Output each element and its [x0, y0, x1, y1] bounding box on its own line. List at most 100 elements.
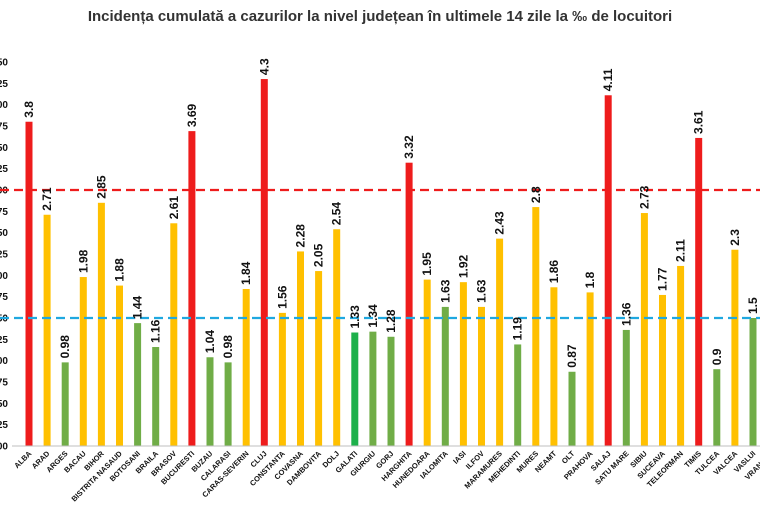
data-label: 1.44 [131, 295, 145, 319]
bar [532, 207, 540, 446]
data-label: 1.95 [420, 252, 434, 276]
data-label: 1.63 [438, 279, 452, 303]
bar [170, 223, 178, 446]
data-label: 3.61 [692, 110, 706, 134]
bar [61, 362, 69, 446]
bar [278, 312, 286, 446]
data-label: 4.11 [601, 68, 615, 91]
bar [224, 362, 232, 446]
data-label: 1.56 [275, 285, 289, 309]
bar [97, 202, 105, 446]
data-label: 1.33 [348, 305, 362, 329]
bar [496, 238, 504, 446]
bar [731, 249, 739, 446]
data-label: 1.28 [384, 309, 398, 333]
data-label: 2.43 [493, 211, 507, 235]
y-tick-label: 0.75 [0, 378, 8, 389]
data-label: 2.3 [728, 229, 742, 246]
data-label: 4.3 [257, 58, 271, 75]
bar [659, 294, 666, 446]
bar [568, 371, 576, 446]
data-label: 3.69 [185, 103, 199, 127]
data-label: 1.19 [511, 317, 525, 341]
y-tick-label: 2.75 [0, 207, 8, 218]
data-label: 2.61 [167, 196, 181, 220]
chart-title: Incidența cumulată a cazurilor la nivel … [87, 8, 673, 25]
data-label: 1.16 [149, 319, 163, 343]
bar [677, 265, 685, 446]
bar [586, 292, 594, 446]
y-tick-label: 2.25 [0, 250, 8, 261]
bar [297, 251, 304, 446]
data-label: 0.98 [221, 335, 235, 359]
bar [43, 214, 51, 446]
data-label: 1.04 [203, 330, 217, 354]
bar [79, 277, 87, 446]
bar [242, 288, 250, 446]
bar [441, 306, 449, 446]
data-label: 3.32 [402, 135, 416, 159]
bar [695, 137, 703, 447]
bar [260, 79, 268, 447]
y-tick-label: 0.00 [0, 442, 8, 453]
y-tick-label: 1.00 [0, 356, 8, 367]
bar [550, 287, 558, 446]
data-label: 0.98 [58, 335, 72, 359]
bar [640, 213, 648, 446]
bar [333, 229, 341, 446]
bar [514, 344, 522, 446]
bar [351, 332, 359, 446]
y-tick-label: 4.00 [0, 100, 8, 111]
bar [369, 331, 377, 446]
bar [423, 279, 431, 446]
data-label: 3.8 [22, 101, 36, 118]
y-tick-label: 4.50 [0, 58, 8, 69]
data-label: 1.5 [746, 297, 760, 314]
data-label: 2.54 [330, 202, 344, 226]
data-label: 2.05 [312, 243, 326, 267]
bar [749, 318, 757, 446]
y-tick-label: 3.50 [0, 143, 8, 154]
bar [622, 329, 630, 446]
y-tick-label: 3.75 [0, 122, 8, 133]
y-tick-label: 0.50 [0, 399, 8, 410]
bar [604, 95, 612, 446]
bar [315, 271, 323, 446]
y-tick-label: 1.75 [0, 292, 8, 303]
data-label: 2.71 [40, 187, 54, 211]
data-label: 1.92 [456, 254, 470, 278]
bar [188, 131, 196, 446]
bar [134, 323, 142, 446]
data-label: 2.11 [674, 239, 688, 262]
data-label: 2.85 [94, 175, 108, 199]
data-label: 1.84 [239, 261, 253, 285]
data-label: 1.34 [366, 304, 380, 328]
bar [25, 121, 33, 446]
bar [387, 336, 395, 446]
y-tick-label: 1.25 [0, 335, 8, 346]
y-tick-label: 3.25 [0, 164, 8, 175]
data-label: 2.28 [294, 224, 308, 248]
bar [116, 285, 123, 446]
data-label: 1.98 [76, 249, 90, 273]
data-label: 1.88 [113, 258, 127, 282]
bar [152, 347, 160, 446]
data-label: 0.9 [710, 348, 724, 365]
bar [459, 282, 467, 446]
data-label: 1.86 [547, 260, 561, 284]
bar [713, 369, 721, 446]
bar [405, 162, 413, 446]
x-tick-label: ALBA [12, 449, 34, 471]
data-label: 1.77 [656, 267, 670, 291]
data-label: 1.36 [619, 302, 633, 326]
data-label: 1.8 [583, 271, 597, 288]
y-tick-label: 4.25 [0, 79, 8, 90]
y-tick-label: 2.00 [0, 271, 8, 282]
bar [206, 357, 214, 446]
data-label: 1.63 [475, 279, 489, 303]
data-label: 2.73 [637, 185, 651, 209]
y-tick-label: 0.25 [0, 420, 8, 431]
data-label: 0.87 [565, 344, 579, 368]
